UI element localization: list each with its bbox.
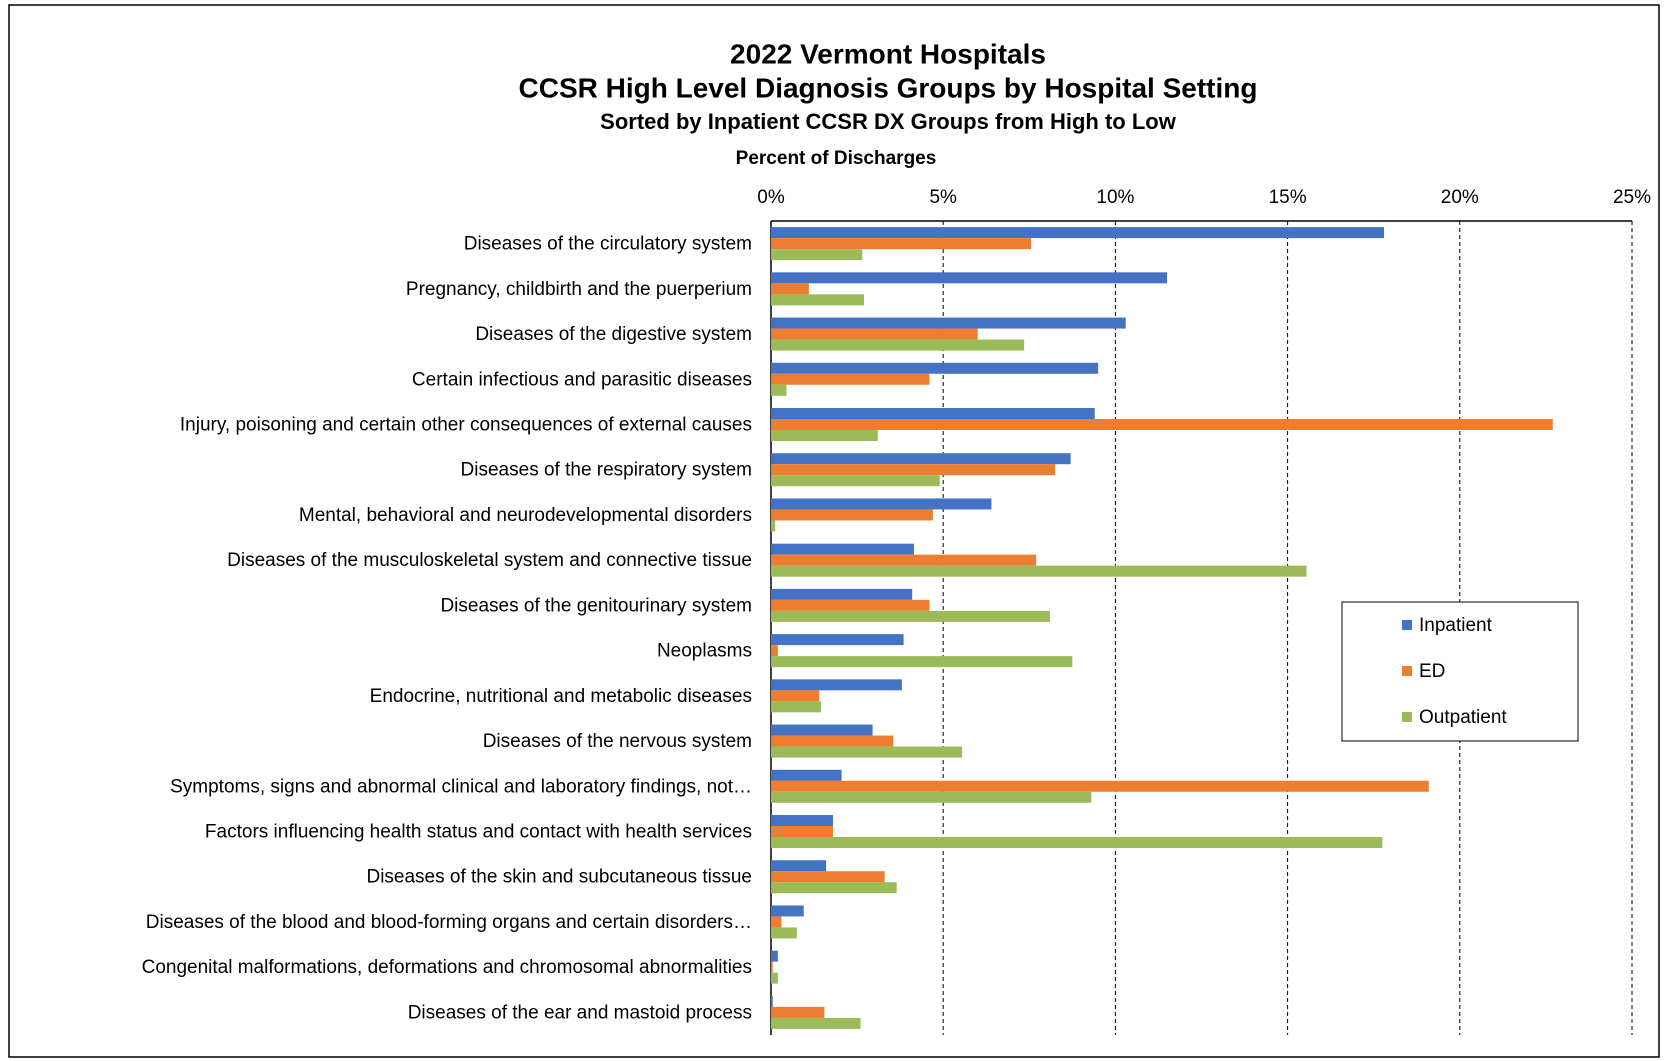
bar [771, 724, 873, 736]
bar [771, 384, 787, 396]
bar [771, 408, 1095, 419]
y-tick-label: Diseases of the nervous system [483, 731, 752, 752]
x-tick-label: 10% [1096, 187, 1134, 208]
bar [771, 961, 773, 973]
bar [771, 1006, 825, 1018]
bar [771, 826, 833, 837]
bar [771, 701, 821, 713]
y-tick-label: Diseases of the blood and blood-forming … [146, 912, 752, 933]
y-tick-label: Diseases of the ear and mastoid process [408, 1002, 752, 1023]
legend-label: Outpatient [1419, 707, 1507, 728]
bar [771, 362, 1099, 374]
y-tick-label: Mental, behavioral and neurodevelopmenta… [299, 505, 752, 526]
bar [771, 656, 1073, 668]
bar [771, 882, 897, 894]
y-tick-label: Congenital malformations, deformations a… [142, 957, 752, 978]
x-tick-label: 25% [1613, 187, 1651, 208]
bar [771, 588, 913, 600]
legend-label: ED [1419, 661, 1445, 682]
bar [771, 972, 778, 984]
bar [771, 464, 1056, 476]
y-tick-label: Diseases of the genitourinary system [440, 595, 752, 616]
bar [771, 543, 914, 555]
bar [771, 283, 809, 295]
bar [771, 498, 992, 510]
bar [771, 509, 933, 521]
bar [771, 339, 1025, 351]
bar [771, 419, 1553, 430]
y-tick-label: Symptoms, signs and abnormal clinical an… [170, 776, 752, 797]
y-tick-label: Certain infectious and parasitic disease… [412, 369, 752, 390]
bar [771, 837, 1383, 848]
chart-subtitle: Sorted by Inpatient CCSR DX Groups from … [600, 109, 1177, 134]
bar [771, 679, 902, 691]
bar [771, 634, 904, 646]
bar [771, 430, 878, 441]
chart-subtitle: CCSR High Level Diagnosis Groups by Hosp… [519, 72, 1258, 103]
bar [771, 916, 782, 928]
y-tick-label: Diseases of the digestive system [475, 324, 752, 345]
bar [771, 520, 776, 532]
bar [771, 249, 863, 261]
y-tick-label: Diseases of the respiratory system [461, 460, 752, 481]
legend-box [1341, 601, 1579, 742]
bar [771, 373, 930, 385]
bar [771, 565, 1307, 577]
bar [771, 328, 978, 340]
legend-swatch [1402, 712, 1412, 722]
bar [771, 238, 1032, 250]
y-tick-label: Endocrine, nutritional and metabolic dis… [370, 686, 752, 707]
x-tick-label: 0% [757, 187, 785, 208]
y-tick-label: Diseases of the skin and subcutaneous ti… [366, 867, 752, 888]
bar [771, 860, 827, 872]
bar [771, 815, 833, 826]
bar [771, 645, 778, 657]
bar [771, 317, 1126, 329]
x-tick-label: 20% [1441, 187, 1479, 208]
bar [771, 746, 963, 758]
bar [771, 475, 940, 487]
chart-title: 2022 Vermont Hospitals [730, 38, 1046, 69]
x-tick-label: 15% [1269, 187, 1307, 208]
bar [771, 554, 1037, 566]
legend-swatch [1402, 666, 1412, 676]
bar [771, 272, 1168, 284]
bar [771, 227, 1385, 239]
bar [771, 1017, 861, 1029]
bar [771, 871, 885, 883]
bar [771, 995, 773, 1007]
bar [771, 769, 842, 781]
legend-label: Inpatient [1419, 615, 1493, 636]
y-tick-label: Neoplasms [657, 641, 752, 662]
bar [771, 690, 820, 702]
bar [771, 599, 930, 611]
bar [771, 294, 864, 306]
y-tick-label: Injury, poisoning and certain other cons… [180, 415, 752, 436]
frame [8, 4, 1660, 1058]
bar [771, 780, 1429, 792]
y-tick-label: Diseases of the musculoskeletal system a… [227, 550, 752, 571]
bar [771, 791, 1092, 803]
bar [771, 453, 1071, 465]
bar [771, 905, 804, 917]
y-tick-label: Factors influencing health status and co… [205, 822, 752, 843]
y-tick-label: Diseases of the circulatory system [464, 234, 752, 255]
bar [771, 610, 1050, 622]
bar [771, 735, 894, 747]
bar [771, 950, 778, 962]
bar [771, 927, 797, 939]
y-tick-label: Pregnancy, childbirth and the puerperium [406, 279, 752, 300]
x-tick-label: 5% [929, 187, 957, 208]
legend-swatch [1402, 620, 1412, 630]
x-axis-label: Percent of Discharges [736, 148, 937, 169]
